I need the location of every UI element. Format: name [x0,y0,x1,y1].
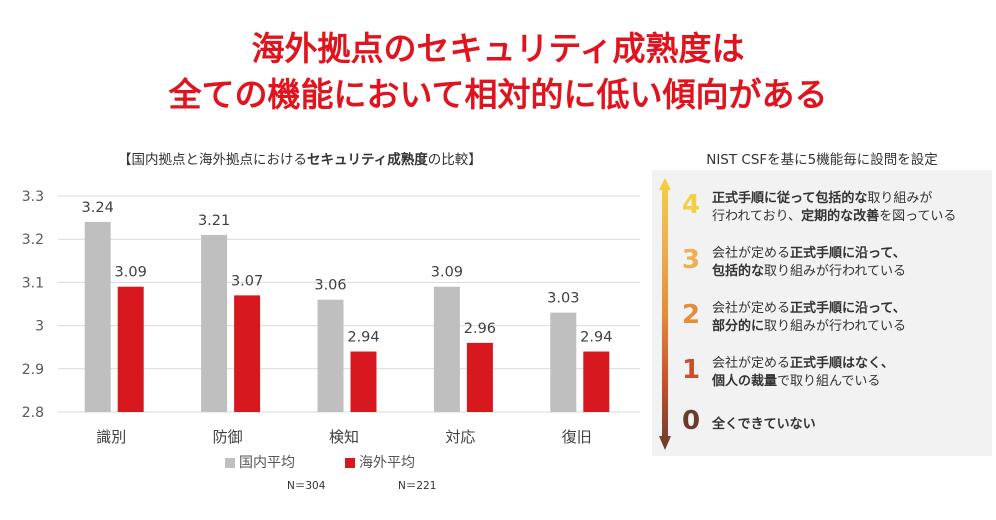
data-label: 2.96 [464,321,496,337]
caption-text-bold: セキュリティ成熟度 [307,152,428,168]
plain-text: 会社が定める [712,246,791,261]
y-tick-label: 2.9 [22,362,44,378]
bar [433,286,460,412]
level-description: 会社が定める正式手順に沿って、 包括的な取り組みが行われている [712,245,906,281]
plain-text: 行われており、 [712,209,802,224]
level-number: 1 [682,355,701,385]
legend-swatch-overseas [345,458,355,468]
level-number: 0 [682,406,701,436]
caption-close-bracket: 】 [468,152,482,168]
x-tick-label: 対応 [445,428,475,446]
data-label: 3.24 [82,200,114,216]
plain-text: 会社が定める [712,301,791,316]
data-label: 3.09 [431,265,463,281]
maturity-level-3: 3 会社が定める正式手順に沿って、 包括的な取り組みが行われている [652,237,992,289]
level-description-line: 行われており、定期的な改善を図っている [712,208,956,226]
bar [234,295,261,412]
emphasis-text: 定期的な改善 [801,209,880,224]
bar [117,286,144,412]
x-tick-label: 復旧 [562,428,592,446]
level-description-line: 会社が定める正式手順に沿って、 [712,245,906,263]
data-label: 3.21 [198,213,230,229]
maturity-level-4: 4 正式手順に従って包括的な取り組みが 行われており、定期的な改善を図っている [652,182,992,234]
level-number: 2 [682,300,701,330]
title-line-1: 海外拠点のセキュリティ成熟度は [251,29,745,68]
bar [317,299,344,412]
level-description: 会社が定める正式手順はなく、 個人の裁量で取り組んでいる [712,355,894,391]
bar [466,342,493,412]
y-tick-label: 3.1 [22,275,44,291]
caption-text-1: 国内拠点と海外拠点における [131,152,308,168]
emphasis-text: 正式手順はなく、 [790,356,895,371]
y-tick-label: 3.2 [22,232,44,248]
emphasis-text: 正式手順に従って包括的な [712,191,868,206]
level-description-line: 会社が定める正式手順はなく、 [712,355,894,373]
maturity-level-1: 1 会社が定める正式手順はなく、 個人の裁量で取り組んでいる [652,347,992,399]
n-label-domestic: N＝304 [287,480,326,492]
level-description-line: 個人の裁量で取り組んでいる [712,373,894,391]
caption-open-bracket: 【 [118,152,132,168]
level-description: 正式手順に従って包括的な取り組みが 行われており、定期的な改善を図っている [712,190,956,226]
emphasis-text: 部分的に [712,319,765,334]
x-tick-label: 防御 [213,428,243,446]
bar [350,351,377,412]
emphasis-text: 全くできていない [712,417,816,432]
y-tick-label: 3 [35,319,44,335]
bar [550,312,577,412]
emphasis-text: 包括的な [712,264,765,279]
plain-text: 会社が定める [712,356,791,371]
bar-chart: 2.8 2.9 3 3.1 3.2 3.3 3.24 3.09 識別 3.21 3.07 防御 3.06… [22,189,640,446]
maturity-scale-panel [652,170,992,456]
plain-text: を図っている [879,209,957,224]
data-label: 3.06 [314,278,346,294]
caption-text-2: の比較 [427,152,469,168]
level-description-line: 全くできていない [712,416,816,434]
chart-caption: 【国内拠点と海外拠点におけるセキュリティ成熟度の比較】 [118,148,482,168]
y-tick-label: 3.3 [22,189,44,205]
title-line-2: 全ての機能において相対的に低い傾向がある [168,75,828,114]
plain-text: 取り組みが [867,191,933,206]
n-label-overseas: N＝221 [398,480,437,492]
level-description-line: 会社が定める正式手順に沿って、 [712,300,906,318]
level-number: 4 [682,190,701,220]
emphasis-text: 正式手順に沿って、 [790,246,906,261]
level-description: 全くできていない [712,416,816,434]
legend-label-overseas: 海外平均 [359,455,415,471]
level-number: 3 [682,245,701,275]
legend-item-overseas: 海外平均 [345,452,415,472]
level-description-line: 正式手順に従って包括的な取り組みが [712,190,956,208]
data-label: 3.03 [547,291,579,307]
bar [201,234,228,412]
scale-arrow-shape [659,178,671,450]
maturity-level-0: 0 全くできていない [652,402,992,454]
level-description-line: 包括的な取り組みが行われている [712,263,906,281]
level-description-line: 部分的に取り組みが行われている [712,318,906,336]
legend-item-domestic: 国内平均 [225,452,295,472]
bar [583,351,610,412]
bar [84,221,111,412]
right-caption: NIST CSFを基に5機能毎に設問を設定 [706,152,938,168]
emphasis-text: 正式手順に沿って、 [790,301,906,316]
level-description: 会社が定める正式手順に沿って、 部分的に取り組みが行われている [712,300,906,336]
emphasis-text: 個人の裁量 [712,374,778,389]
data-label: 3.07 [231,273,263,289]
data-label: 3.09 [115,265,147,281]
legend-label-domestic: 国内平均 [239,455,295,471]
x-tick-label: 検知 [329,428,359,446]
data-label: 2.94 [347,330,379,346]
y-tick-label: 2.8 [22,405,44,421]
x-tick-label: 識別 [96,428,126,446]
plain-text: 取り組みが行われている [764,319,906,334]
page-title: 海外拠点のセキュリティ成熟度は 全ての機能において相対的に低い傾向がある [0,26,996,118]
plain-text: で取り組んでいる [777,374,881,389]
legend-swatch-domestic [225,458,235,468]
data-label: 2.94 [580,330,612,346]
scale-arrow [659,178,671,450]
maturity-level-2: 2 会社が定める正式手順に沿って、 部分的に取り組みが行われている [652,292,992,344]
plain-text: 取り組みが行われている [764,264,906,279]
